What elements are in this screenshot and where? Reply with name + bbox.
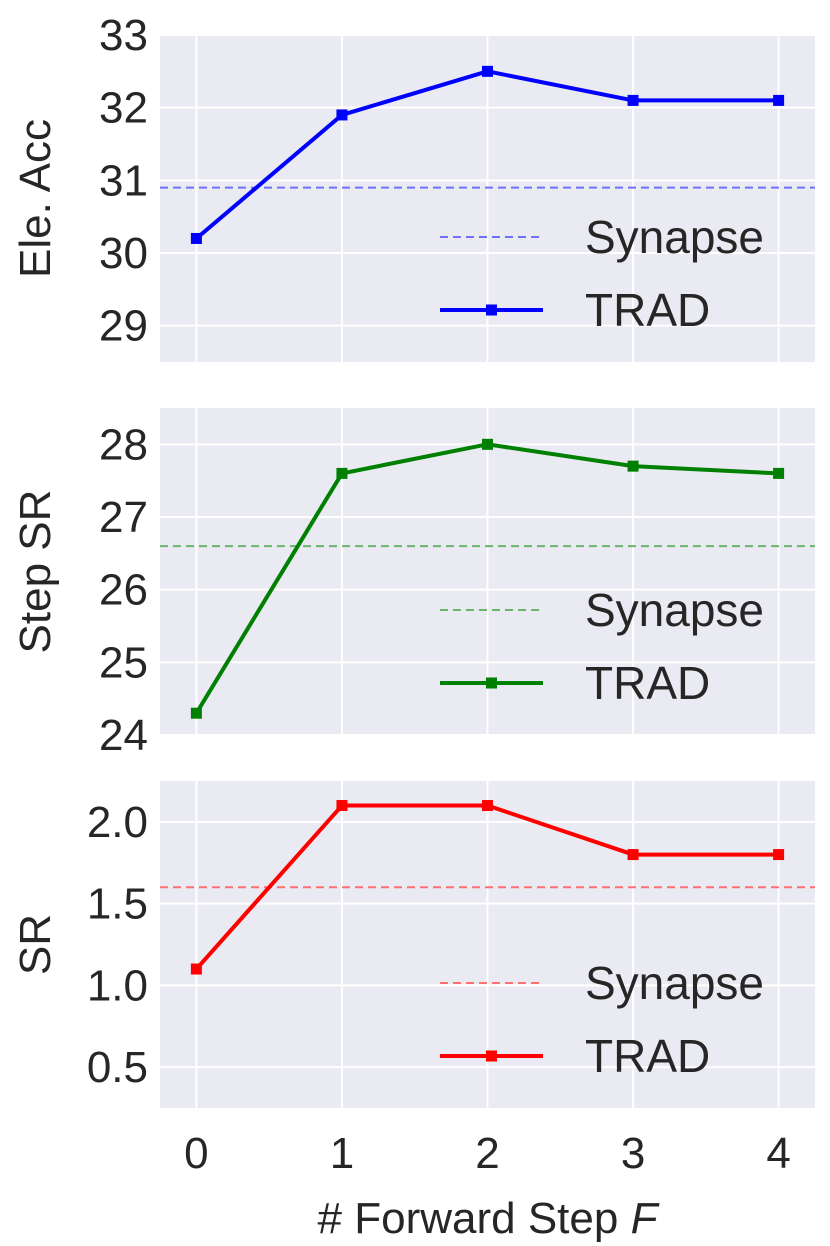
y-tick-label: 2.0: [87, 798, 148, 847]
panel-3: 0.5 1.0 1.5 2.0 SR Synapse TRAD: [11, 781, 815, 1108]
x-tick-label: 4: [766, 1129, 790, 1178]
data-point: [627, 460, 639, 472]
data-point: [482, 438, 493, 450]
data-point: [336, 467, 348, 479]
data-point: [482, 65, 493, 77]
data-point: [190, 232, 202, 244]
legend-baseline-label: Synapse: [585, 211, 764, 263]
y-tick-label: 29: [99, 302, 148, 351]
x-tick-label: 0: [184, 1129, 208, 1178]
x-tick-label: 3: [621, 1129, 645, 1178]
y-tick-label: 1.5: [87, 880, 148, 929]
y-tick-label: 28: [99, 420, 148, 469]
x-axis-label-variable: F: [631, 1194, 660, 1243]
y-tick-label: 33: [99, 11, 148, 60]
panel-2: 24 25 26 27 28 Step SR Synapse TRAD: [11, 408, 815, 760]
legend-series-marker: [486, 677, 497, 689]
y-tick-label: 30: [99, 229, 148, 278]
y-tick-label: 31: [99, 156, 148, 205]
x-axis-label: # Forward Step F: [318, 1194, 660, 1243]
data-point: [336, 800, 348, 812]
data-point: [627, 849, 639, 861]
legend-series-label: TRAD: [585, 284, 710, 336]
data-point: [482, 800, 493, 812]
data-point: [773, 467, 785, 479]
y-tick-label: 27: [99, 493, 148, 542]
legend-baseline-label: Synapse: [585, 957, 764, 1009]
data-point: [190, 707, 202, 719]
data-point: [773, 849, 785, 861]
x-axis: 0 1 2 3 4 # Forward Step F: [184, 1129, 791, 1243]
legend-series-label: TRAD: [585, 657, 710, 709]
x-tick-label: 1: [330, 1129, 354, 1178]
legend: Synapse TRAD: [440, 957, 764, 1082]
y-tick-label: 32: [99, 84, 148, 133]
y-tick-label: 24: [99, 711, 148, 760]
legend: Synapse TRAD: [440, 584, 764, 709]
x-tick-label: 2: [475, 1129, 499, 1178]
data-point: [627, 94, 639, 106]
data-point: [773, 94, 785, 106]
data-point: [336, 109, 348, 121]
legend-baseline-label: Synapse: [585, 584, 764, 636]
y-axis-label: SR: [11, 914, 60, 975]
panel-1: 29 30 31 32 33 Ele. Acc Synapse TRAD: [11, 11, 815, 362]
legend: Synapse TRAD: [440, 211, 764, 336]
x-axis-label-text: # Forward Step: [318, 1194, 631, 1243]
y-tick-label: 26: [99, 566, 148, 615]
y-tick-label: 25: [99, 638, 148, 687]
data-point: [190, 963, 202, 975]
y-tick-label: 0.5: [87, 1043, 148, 1092]
legend-series-marker: [486, 1050, 497, 1062]
y-axis-label: Ele. Acc: [11, 119, 60, 278]
legend-series-label: TRAD: [585, 1030, 710, 1082]
y-axis-label: Step SR: [11, 490, 60, 654]
legend-series-marker: [486, 304, 497, 316]
y-tick-label: 1.0: [87, 961, 148, 1010]
